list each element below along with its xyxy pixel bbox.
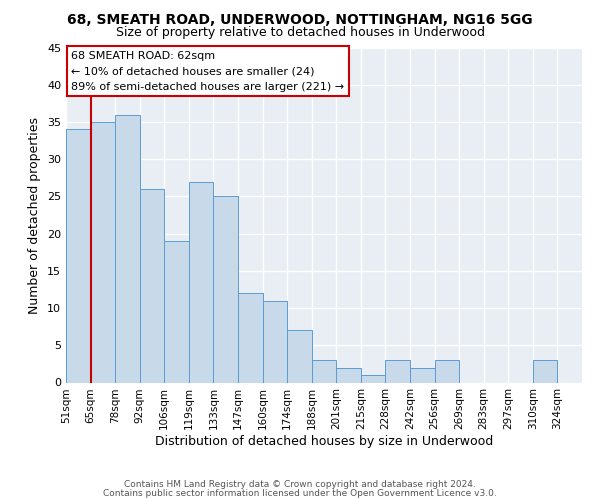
Bar [287,330,312,382]
Bar [189,182,214,382]
Bar [115,114,140,382]
Bar [410,368,434,382]
Text: 68, SMEATH ROAD, UNDERWOOD, NOTTINGHAM, NG16 5GG: 68, SMEATH ROAD, UNDERWOOD, NOTTINGHAM, … [67,12,533,26]
Bar [140,189,164,382]
Y-axis label: Number of detached properties: Number of detached properties [28,116,41,314]
Text: 68 SMEATH ROAD: 62sqm
← 10% of detached houses are smaller (24)
89% of semi-deta: 68 SMEATH ROAD: 62sqm ← 10% of detached … [71,51,344,92]
Bar [91,122,115,382]
Bar [238,293,263,382]
Bar [263,300,287,382]
Bar [533,360,557,382]
Bar [214,196,238,382]
Bar [312,360,336,382]
Bar [164,241,189,382]
Bar [361,375,385,382]
Bar [385,360,410,382]
Bar [336,368,361,382]
Bar [66,130,91,382]
Text: Contains HM Land Registry data © Crown copyright and database right 2024.: Contains HM Land Registry data © Crown c… [124,480,476,489]
Bar [434,360,459,382]
Text: Size of property relative to detached houses in Underwood: Size of property relative to detached ho… [115,26,485,39]
Text: Contains public sector information licensed under the Open Government Licence v3: Contains public sector information licen… [103,488,497,498]
X-axis label: Distribution of detached houses by size in Underwood: Distribution of detached houses by size … [155,435,493,448]
